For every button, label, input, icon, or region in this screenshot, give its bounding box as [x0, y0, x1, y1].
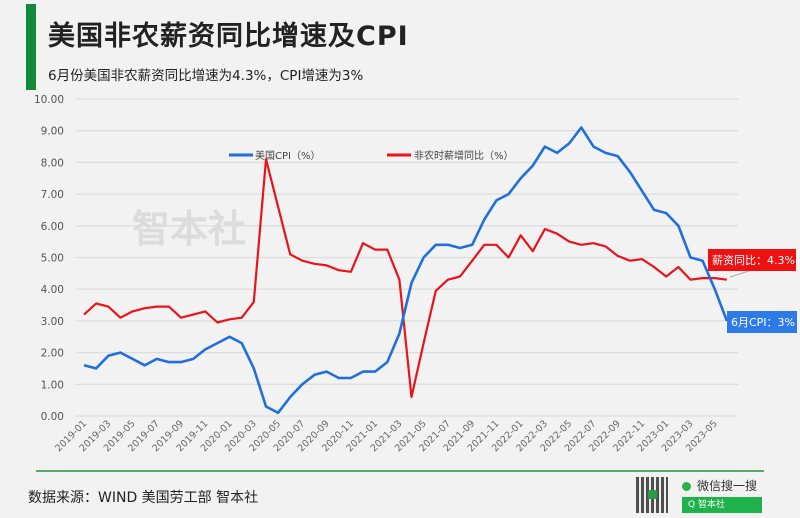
y-tick-label: 0.00 — [41, 411, 64, 423]
y-tick-label: 7.00 — [41, 189, 64, 201]
y-tick-label: 2.00 — [41, 348, 64, 360]
wechat-label-text: 微信搜一搜 — [697, 479, 758, 493]
footer-divider — [36, 470, 764, 472]
qr-code — [636, 477, 668, 513]
legend: 美国CPI（%） 非农时薪增同比（%） — [229, 149, 514, 162]
cpi-series-line — [83, 126, 729, 415]
wage-callout: 薪资同比：4.3% — [708, 249, 796, 278]
wage-series-line — [83, 158, 728, 399]
wechat-icon — [682, 482, 691, 491]
cpi-callout: 6月CPI：3% — [727, 311, 797, 333]
line-chart: 智本社 0.00 1.00 2.00 3.00 4.00 5.00 6.00 7.00 8.00… — [34, 94, 797, 454]
legend-cpi-label: 美国CPI（%） — [255, 149, 320, 162]
y-tick-label: 9.00 — [41, 126, 64, 138]
wechat-search-label: 微信搜一搜 — [682, 477, 757, 494]
y-tick-label: 6.00 — [41, 221, 64, 233]
title-accent-bar — [26, 4, 36, 90]
cpi-callout-text: 6月CPI：3% — [731, 316, 795, 329]
qr-logo-icon — [648, 490, 657, 499]
legend-wage-label: 非农时薪增同比（%） — [414, 149, 514, 162]
wage-callout-text: 薪资同比：4.3% — [712, 254, 795, 267]
y-tick-label: 10.00 — [34, 94, 64, 106]
chart-title: 美国非农薪资同比增速及CPI — [48, 21, 409, 52]
y-tick-label: 4.00 — [41, 284, 64, 296]
x-axis-ticks: 2019-012019-032019-052019-072019-092019-… — [53, 418, 720, 454]
y-tick-label: 3.00 — [41, 316, 64, 328]
y-axis-ticks: 0.00 1.00 2.00 3.00 4.00 5.00 6.00 7.00 8.00 9.00… — [34, 94, 64, 423]
chart-subtitle: 6月份美国非农薪资同比增速为4.3%，CPI增速为3% — [48, 68, 364, 84]
data-source: 数据来源：WIND 美国劳工部 智本社 — [28, 490, 259, 506]
wechat-search-button[interactable]: Q 智本社 — [682, 497, 762, 513]
watermark: 智本社 — [132, 207, 246, 251]
y-tick-label: 5.00 — [41, 253, 64, 265]
y-tick-label: 8.00 — [41, 157, 64, 169]
y-tick-label: 1.00 — [41, 379, 64, 391]
gridlines — [76, 98, 738, 417]
